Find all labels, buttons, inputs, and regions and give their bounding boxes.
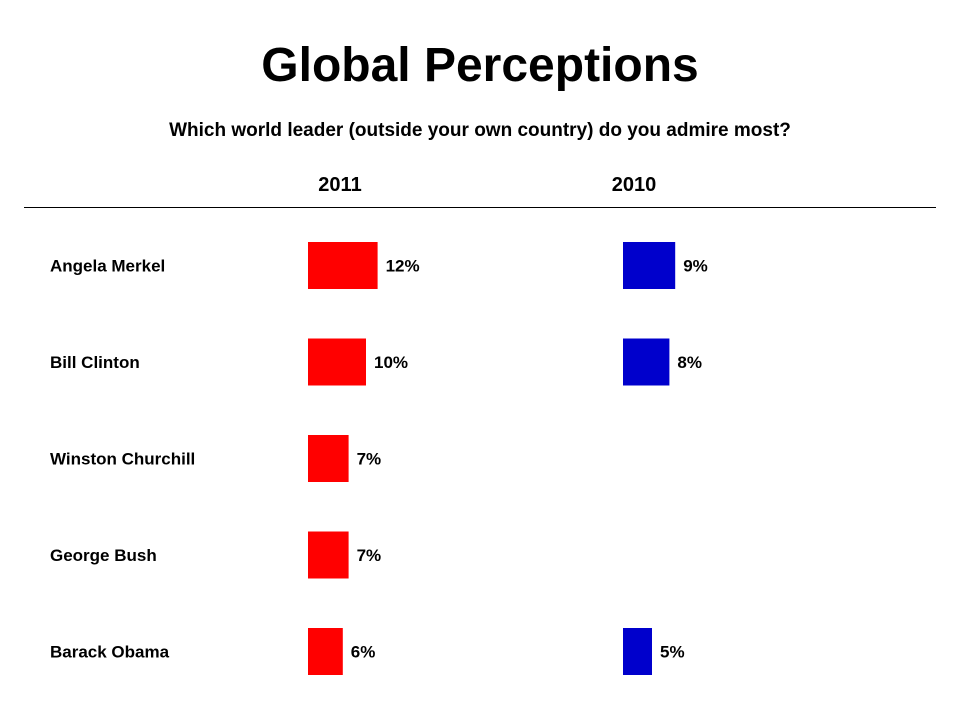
header-divider [24, 207, 936, 208]
data-label-2010-barack-obama: 5% [660, 643, 685, 662]
data-label-2010-bill-clinton: 8% [677, 353, 702, 372]
category-label-angela-merkel: Angela Merkel [50, 257, 165, 276]
bar-2011-angela-merkel [308, 242, 378, 289]
data-label-2011-angela-merkel: 12% [386, 257, 420, 276]
category-label-barack-obama: Barack Obama [50, 643, 170, 662]
data-label-2011-bill-clinton: 10% [374, 353, 408, 372]
bar-2011-winston-churchill [308, 435, 349, 482]
bar-2011-george-bush [308, 531, 349, 579]
column-header-2011: 2011 [318, 174, 362, 196]
data-label-2011-winston-churchill: 7% [357, 450, 382, 469]
bar-2011-bill-clinton [308, 338, 366, 386]
bar-2011-barack-obama [308, 628, 343, 675]
bar-2010-barack-obama [623, 628, 652, 675]
data-label-2010-angela-merkel: 9% [683, 257, 708, 276]
bar-2010-angela-merkel [623, 242, 676, 289]
bar-2010-bill-clinton [623, 338, 670, 386]
category-label-winston-churchill: Winston Churchill [50, 450, 195, 469]
chart-subtitle: Which world leader (outside your own cou… [169, 120, 791, 141]
chart-title: Global Perceptions [261, 39, 699, 92]
data-label-2011-george-bush: 7% [357, 546, 382, 565]
category-label-bill-clinton: Bill Clinton [50, 353, 140, 372]
data-label-2011-barack-obama: 6% [351, 643, 376, 662]
category-label-george-bush: George Bush [50, 546, 157, 565]
column-header-2010: 2010 [611, 174, 657, 196]
